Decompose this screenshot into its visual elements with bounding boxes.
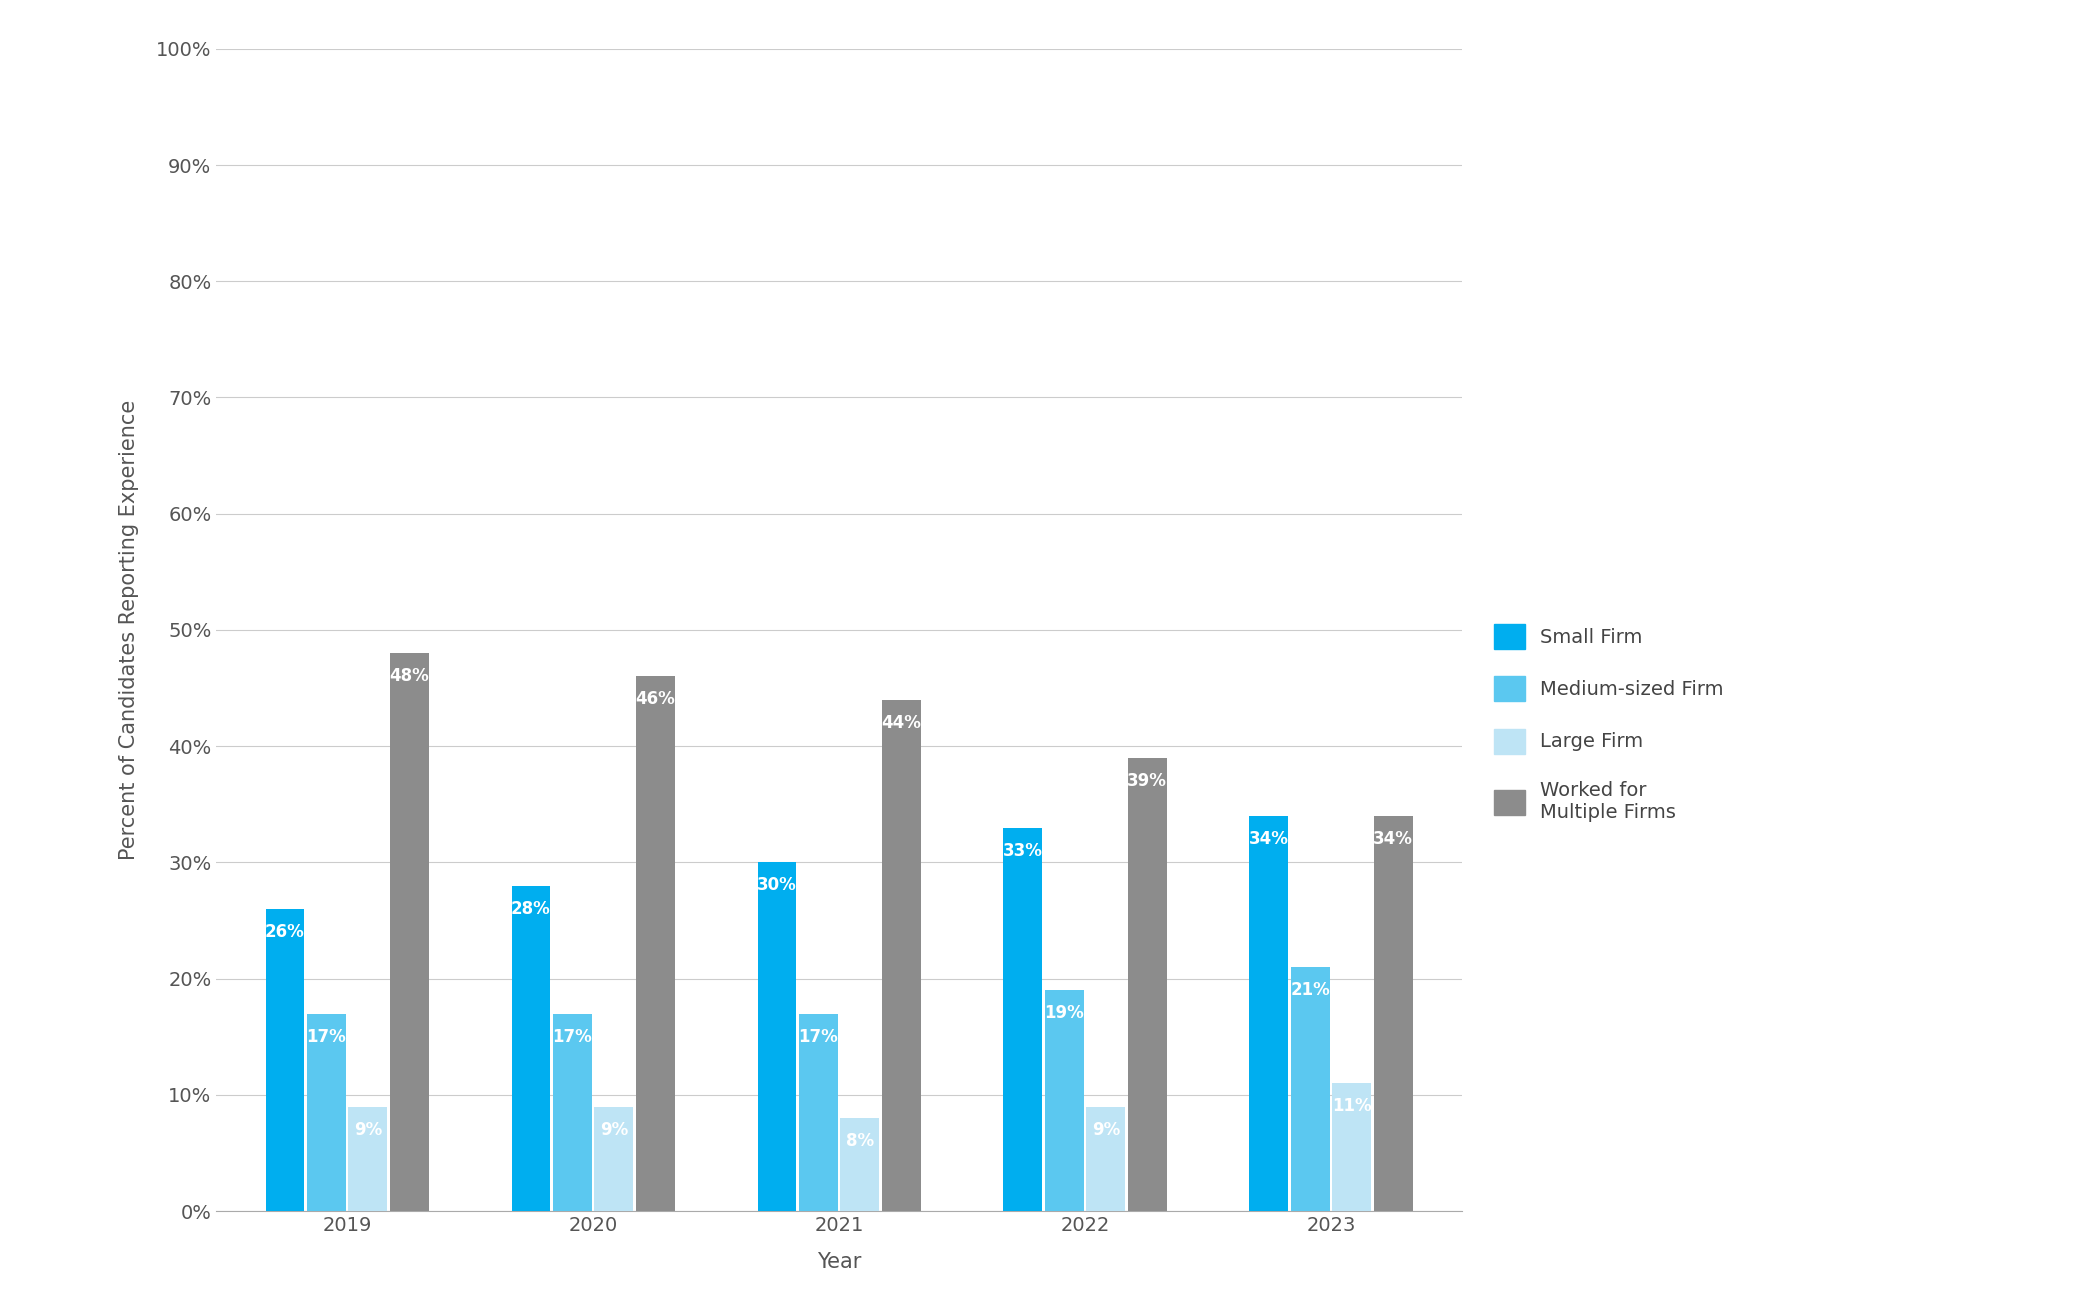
Text: 48%: 48% (390, 667, 430, 685)
Text: 34%: 34% (1250, 830, 1289, 848)
Text: 34%: 34% (1373, 830, 1412, 848)
Text: 9%: 9% (599, 1120, 628, 1138)
Text: 11%: 11% (1333, 1098, 1373, 1115)
Text: 44%: 44% (880, 714, 922, 731)
Text: 19%: 19% (1045, 1004, 1085, 1023)
Bar (307, 1014, 346, 1211)
Bar (1045, 990, 1083, 1211)
Bar (1250, 815, 1289, 1211)
Bar (882, 700, 920, 1211)
Text: 46%: 46% (636, 691, 676, 709)
Bar (636, 676, 674, 1211)
Text: 8%: 8% (845, 1132, 874, 1150)
Text: 28%: 28% (511, 899, 551, 918)
Bar (348, 1107, 388, 1211)
Bar (1375, 815, 1412, 1211)
Text: 9%: 9% (355, 1120, 382, 1138)
Bar (757, 863, 797, 1211)
X-axis label: Year: Year (818, 1251, 862, 1272)
Text: 17%: 17% (799, 1028, 839, 1045)
Bar (799, 1014, 839, 1211)
Text: 17%: 17% (553, 1028, 592, 1045)
Y-axis label: Percent of Candidates Reporting Experience: Percent of Candidates Reporting Experien… (119, 400, 140, 860)
Legend: Small Firm, Medium-sized Firm, Large Firm, Worked for
Multiple Firms: Small Firm, Medium-sized Firm, Large Fir… (1483, 614, 1733, 831)
Bar (1333, 1083, 1371, 1211)
Bar (841, 1119, 878, 1211)
Text: 39%: 39% (1126, 772, 1168, 790)
Bar (595, 1107, 634, 1211)
Bar (390, 654, 428, 1211)
Bar (1003, 827, 1043, 1211)
Bar (1129, 758, 1166, 1211)
Text: 30%: 30% (757, 876, 797, 894)
Text: 26%: 26% (265, 923, 305, 941)
Text: 9%: 9% (1091, 1120, 1120, 1138)
Bar (1087, 1107, 1124, 1211)
Text: 21%: 21% (1291, 981, 1331, 999)
Bar (553, 1014, 592, 1211)
Bar (265, 909, 305, 1211)
Text: 33%: 33% (1003, 842, 1043, 860)
Text: 17%: 17% (307, 1028, 346, 1045)
Bar (511, 886, 551, 1211)
Bar (1291, 968, 1329, 1211)
